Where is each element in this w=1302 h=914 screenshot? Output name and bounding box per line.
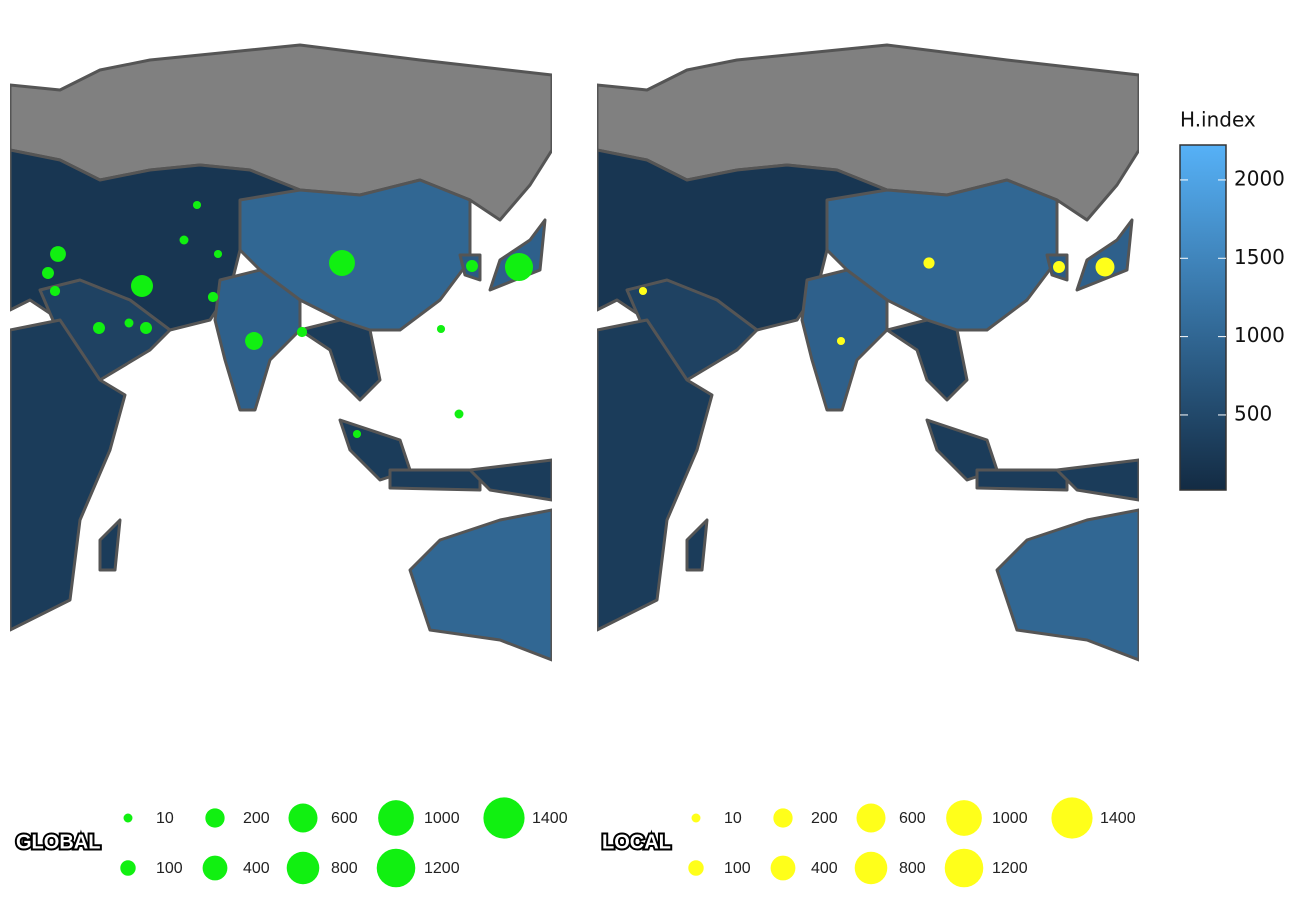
legend-label: 10: [156, 810, 174, 827]
bubble: [179, 235, 189, 245]
legend-label: 200: [243, 810, 270, 827]
legend-label: 1000: [424, 810, 460, 827]
country: [98, 518, 122, 572]
legend-label: 600: [899, 810, 926, 827]
bubble: [1053, 261, 1065, 273]
bubble: [466, 260, 478, 272]
legend-key: [205, 808, 225, 828]
bubble: [42, 267, 54, 279]
map-panel: [10, 43, 552, 662]
colorbar-tick-label: 500: [1234, 401, 1272, 425]
legend-key: [688, 860, 704, 876]
legend-key: [856, 803, 886, 833]
colorbar-tick-label: 2000: [1234, 166, 1285, 190]
legend-key: [854, 851, 888, 885]
bubble: [923, 257, 935, 269]
legend-key: [202, 855, 228, 881]
country: [10, 318, 127, 632]
bubble: [130, 274, 154, 298]
country: [1075, 218, 1134, 292]
colorbar-title: H.index: [1180, 108, 1256, 132]
bubble: [1095, 257, 1115, 277]
bubble: [836, 336, 846, 346]
legend-key: [120, 860, 136, 876]
legend-label: 1200: [992, 860, 1028, 877]
bubble: [638, 286, 648, 296]
legend-key: [123, 813, 133, 823]
legend-key: [378, 800, 414, 836]
bubble: [50, 246, 66, 262]
country: [885, 318, 969, 402]
legend-key: [691, 813, 701, 823]
legend-label: 10: [724, 810, 742, 827]
legend-label: 1400: [1100, 810, 1136, 827]
legend-label: 600: [331, 810, 358, 827]
legend-key: [288, 803, 318, 833]
bubble: [329, 250, 355, 276]
bubble: [296, 326, 308, 338]
legend-key: [376, 848, 416, 888]
colorbar: [1179, 144, 1227, 491]
legend-label: 1400: [532, 810, 568, 827]
colorbar-tick-label: 1000: [1234, 323, 1285, 347]
bubble: [504, 252, 534, 282]
bubble: [124, 318, 134, 328]
country: [1055, 458, 1139, 502]
bubble: [192, 200, 202, 210]
country: [995, 508, 1139, 662]
legend-title: LOCAL: [602, 831, 671, 853]
legend-key: [483, 797, 525, 839]
bubble: [49, 285, 61, 297]
bubble: [436, 324, 446, 334]
legend-label: 1000: [992, 810, 1028, 827]
legend-key: [944, 848, 984, 888]
map-panel: [597, 43, 1139, 662]
bubble: [207, 291, 219, 303]
country: [388, 468, 482, 492]
country: [597, 318, 714, 632]
legend-label: 100: [156, 860, 183, 877]
legend-title: GLOBAL: [16, 831, 100, 853]
country: [298, 318, 382, 402]
legend-key: [770, 855, 796, 881]
legend-key: [1051, 797, 1093, 839]
colorbar-tick-label: 1500: [1234, 245, 1285, 269]
legend-label: 1200: [424, 860, 460, 877]
bubble: [245, 332, 263, 350]
legend-label: 400: [243, 860, 270, 877]
legend-key: [773, 808, 793, 828]
legend-label: 400: [811, 860, 838, 877]
bubble: [352, 429, 362, 439]
country: [975, 468, 1069, 492]
bubble: [93, 322, 105, 334]
bubble: [140, 322, 152, 334]
country: [468, 458, 552, 502]
country: [408, 508, 552, 662]
legend-label: 800: [331, 860, 358, 877]
legend-key: [286, 851, 320, 885]
bubble: [213, 249, 223, 259]
legend-label: 100: [724, 860, 751, 877]
legend-key: [946, 800, 982, 836]
bubble: [454, 409, 464, 419]
country: [685, 518, 709, 572]
legend-label: 800: [899, 860, 926, 877]
legend-label: 200: [811, 810, 838, 827]
